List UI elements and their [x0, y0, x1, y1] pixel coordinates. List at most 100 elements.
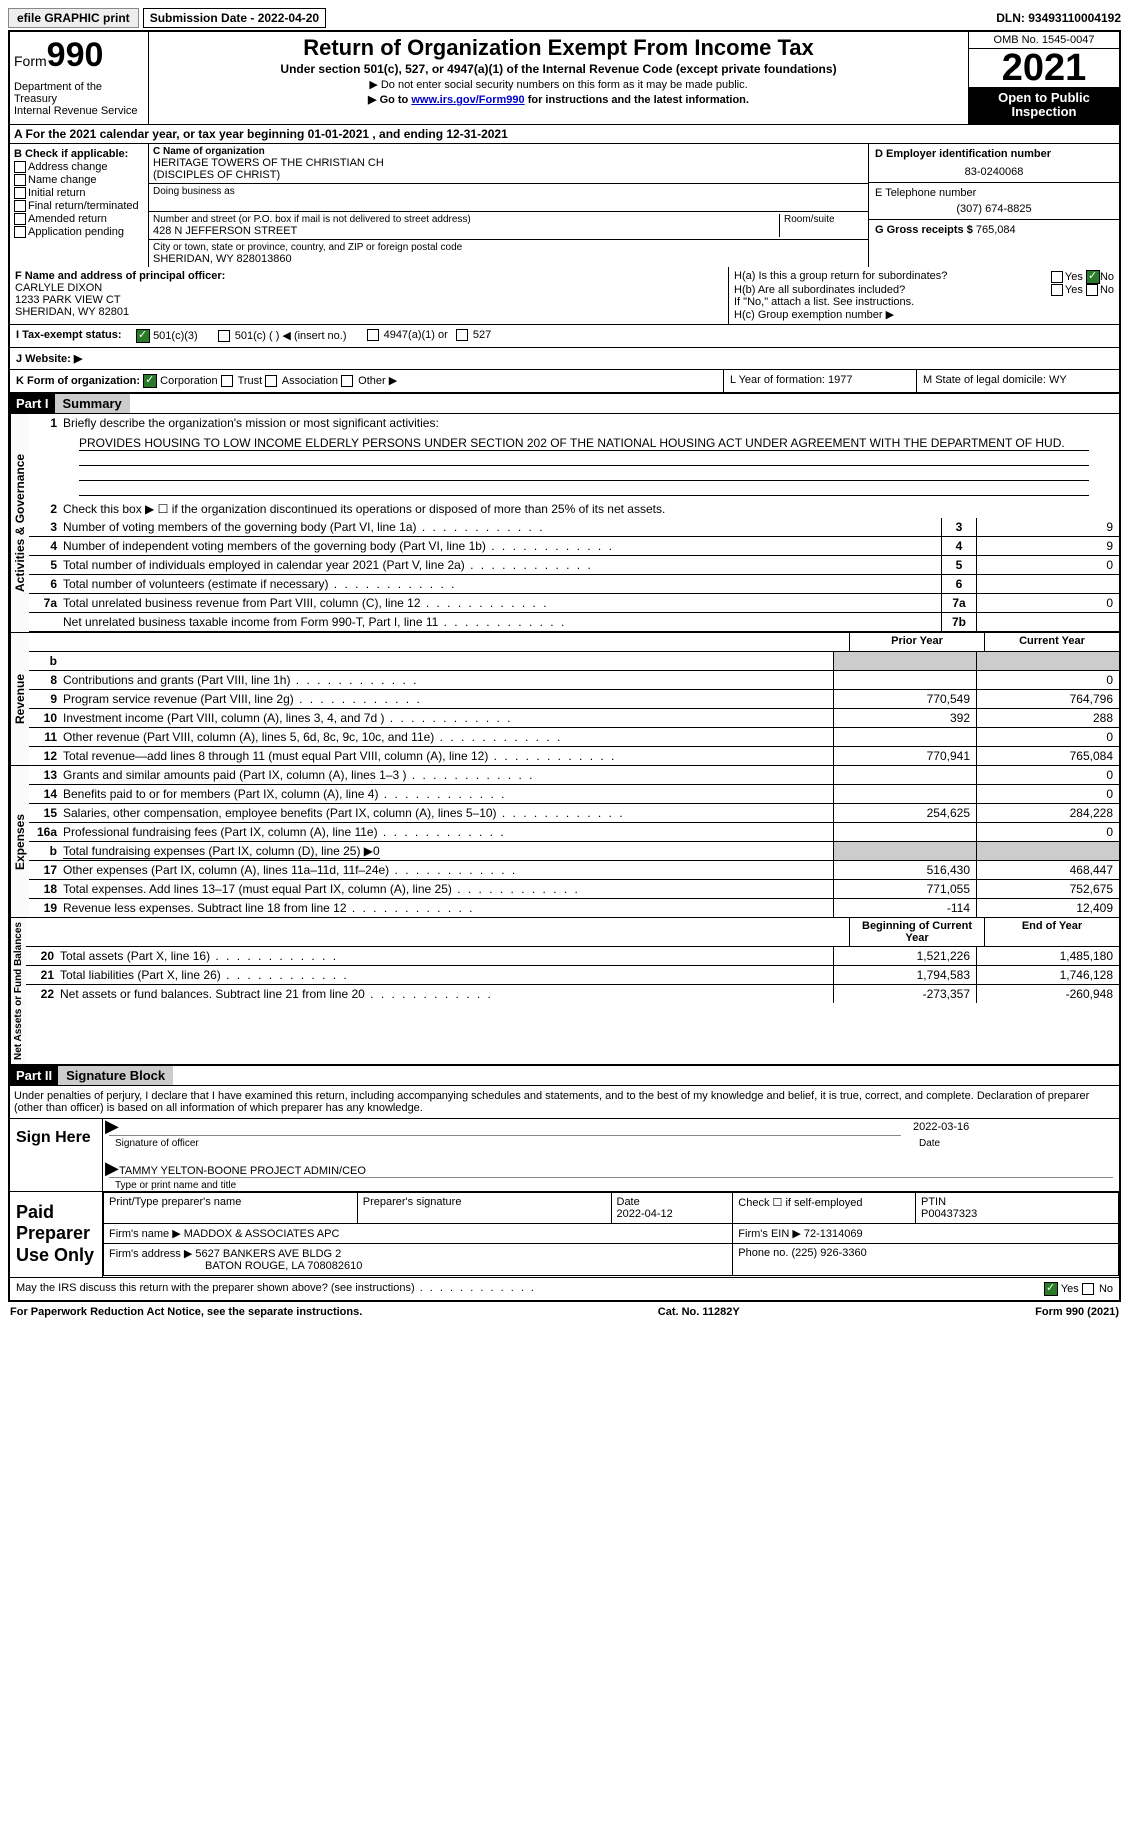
- side-revenue: Revenue: [10, 633, 29, 765]
- row-a-text: A For the 2021 calendar year, or tax yea…: [14, 127, 508, 141]
- form-prefix: Form: [14, 53, 47, 69]
- name-title-label: Type or print name and title: [103, 1180, 1119, 1191]
- efile-print-btn[interactable]: efile GRAPHIC print: [8, 8, 139, 28]
- summary-line-4: 4 Number of independent voting members o…: [29, 537, 1119, 556]
- irs-link[interactable]: www.irs.gov/Form990: [411, 94, 524, 106]
- form-id-block: Form990 Department of the Treasury Inter…: [10, 32, 149, 124]
- gross-value: 765,084: [976, 224, 1016, 236]
- org-name-cell: C Name of organization HERITAGE TOWERS O…: [149, 144, 868, 184]
- line-9: 9 Program service revenue (Part VIII, li…: [29, 690, 1119, 709]
- tax-year: 2021: [969, 49, 1119, 87]
- discuss-text: May the IRS discuss this return with the…: [16, 1282, 1044, 1296]
- summary-line-7a: 7a Total unrelated business revenue from…: [29, 594, 1119, 613]
- gross-cell: G Gross receipts $ 765,084: [869, 220, 1119, 240]
- netassets-section: Net Assets or Fund Balances Beginning of…: [10, 917, 1119, 1064]
- ptin-value: P00437323: [921, 1208, 977, 1220]
- room-label: Room/suite: [784, 214, 864, 225]
- chk-501c[interactable]: 501(c) ( ) ◀ (insert no.): [218, 329, 347, 343]
- chk-assoc[interactable]: Association: [265, 375, 338, 387]
- title-block: Return of Organization Exempt From Incom…: [149, 32, 968, 124]
- line-22: 22 Net assets or fund balances. Subtract…: [26, 985, 1119, 1003]
- footer-mid: Cat. No. 11282Y: [658, 1306, 740, 1318]
- hc-label: H(c) Group exemption number ▶: [734, 308, 1114, 321]
- note2-pre: ▶ Go to: [368, 94, 411, 106]
- note-ssn: ▶ Do not enter social security numbers o…: [153, 78, 964, 91]
- ein-label: D Employer identification number: [875, 148, 1113, 160]
- form-subtitle: Under section 501(c), 527, or 4947(a)(1)…: [153, 62, 964, 76]
- chk-corp[interactable]: Corporation: [143, 375, 218, 387]
- officer-sig-line: ▶: [109, 1121, 901, 1136]
- sign-here-row: Sign Here ▶ 2022-03-16 Signature of offi…: [10, 1118, 1119, 1191]
- col-begin-hdr: Beginning of Current Year: [849, 918, 984, 946]
- year-block: OMB No. 1545-0047 2021 Open to Public In…: [968, 32, 1119, 124]
- line-16a: 16a Professional fundraising fees (Part …: [29, 823, 1119, 842]
- addr-label: Number and street (or P.O. box if mail i…: [153, 214, 779, 225]
- chk-initial-return[interactable]: Initial return: [14, 187, 144, 199]
- col-d: D Employer identification number 83-0240…: [868, 144, 1119, 267]
- chk-527[interactable]: 527: [456, 329, 491, 343]
- officer-label: F Name and address of principal officer:: [15, 270, 723, 282]
- line-11: 11 Other revenue (Part VIII, column (A),…: [29, 728, 1119, 747]
- street-addr: 428 N JEFFERSON STREET: [153, 225, 779, 237]
- sig-date: 2022-03-16: [907, 1119, 1119, 1138]
- firm-addr1: 5627 BANKERS AVE BLDG 2: [195, 1248, 341, 1260]
- irs-label: Internal Revenue Service: [14, 105, 144, 117]
- form-number: 990: [47, 36, 104, 74]
- chk-4947[interactable]: 4947(a)(1) or: [367, 329, 448, 343]
- note-link: ▶ Go to www.irs.gov/Form990 for instruct…: [153, 93, 964, 106]
- footer-left: For Paperwork Reduction Act Notice, see …: [10, 1306, 362, 1318]
- hb-note: If "No," attach a list. See instructions…: [734, 296, 1114, 308]
- activities-section: Activities & Governance 1 Briefly descri…: [10, 414, 1119, 632]
- row-f-h: F Name and address of principal officer:…: [8, 267, 1121, 325]
- form-org-label: K Form of organization:: [16, 375, 140, 387]
- ha-answer: Yes No: [1051, 270, 1114, 284]
- prep-date: 2022-04-12: [617, 1208, 673, 1220]
- ein-cell: D Employer identification number 83-0240…: [869, 144, 1119, 183]
- dba-label: Doing business as: [153, 186, 864, 197]
- side-activities: Activities & Governance: [10, 414, 29, 632]
- paid-preparer-label: Paid Preparer Use Only: [10, 1192, 103, 1277]
- part1-title: Summary: [55, 394, 130, 413]
- col-current-hdr: Current Year: [984, 633, 1119, 651]
- name-label: C Name of organization: [153, 146, 864, 157]
- prep-sig-hdr: Preparer's signature: [363, 1196, 462, 1208]
- officer-block: F Name and address of principal officer:…: [10, 267, 729, 324]
- line-20: 20 Total assets (Part X, line 16) 1,521,…: [26, 947, 1119, 966]
- row-a-taxyear: A For the 2021 calendar year, or tax yea…: [8, 124, 1121, 144]
- part2-block: Part II Signature Block Under penalties …: [8, 1066, 1121, 1302]
- topbar: efile GRAPHIC print Submission Date - 20…: [8, 8, 1121, 28]
- chk-other[interactable]: Other ▶: [341, 375, 397, 387]
- side-expenses: Expenses: [10, 766, 29, 917]
- summary-line-6: 6 Total number of volunteers (estimate i…: [29, 575, 1119, 594]
- sig-officer-label: Signature of officer: [103, 1138, 913, 1149]
- part2-label: Part II: [10, 1066, 58, 1085]
- officer-addr1: 1233 PARK VIEW CT: [15, 294, 723, 306]
- website-label: J Website: ▶: [16, 352, 82, 365]
- chk-final-return[interactable]: Final return/terminated: [14, 200, 144, 212]
- firm-name-label: Firm's name ▶: [109, 1228, 181, 1240]
- officer-addr2: SHERIDAN, WY 82801: [15, 306, 723, 318]
- hb-answer: Yes No: [1051, 284, 1114, 296]
- firm-name: MADDOX & ASSOCIATES APC: [184, 1228, 340, 1240]
- chk-amended[interactable]: Amended return: [14, 213, 144, 225]
- line-8: 8 Contributions and grants (Part VIII, l…: [29, 671, 1119, 690]
- officer-name: CARLYLE DIXON: [15, 282, 723, 294]
- chk-name-change[interactable]: Name change: [14, 174, 144, 186]
- chk-app-pending[interactable]: Application pending: [14, 226, 144, 238]
- city-label: City or town, state or province, country…: [153, 242, 864, 253]
- side-netassets: Net Assets or Fund Balances: [10, 918, 26, 1064]
- summary-line-5: 5 Total number of individuals employed i…: [29, 556, 1119, 575]
- line-13: 13 Grants and similar amounts paid (Part…: [29, 766, 1119, 785]
- firm-ein-label: Firm's EIN ▶: [738, 1228, 801, 1240]
- part1-block: Part I Summary Activities & Governance 1…: [8, 394, 1121, 1066]
- line-15: 15 Salaries, other compensation, employe…: [29, 804, 1119, 823]
- col-b-label: B Check if applicable:: [14, 148, 144, 160]
- chk-501c3[interactable]: 501(c)(3): [136, 329, 198, 343]
- chk-trust[interactable]: Trust: [221, 375, 263, 387]
- preparer-table: Print/Type preparer's name Preparer's si…: [103, 1192, 1119, 1276]
- chk-address-change[interactable]: Address change: [14, 161, 144, 173]
- city-cell: City or town, state or province, country…: [149, 240, 868, 267]
- submission-date: Submission Date - 2022-04-20: [143, 8, 326, 28]
- firm-addr-label: Firm's address ▶: [109, 1248, 192, 1260]
- state-domicile: M State of legal domicile: WY: [916, 370, 1119, 392]
